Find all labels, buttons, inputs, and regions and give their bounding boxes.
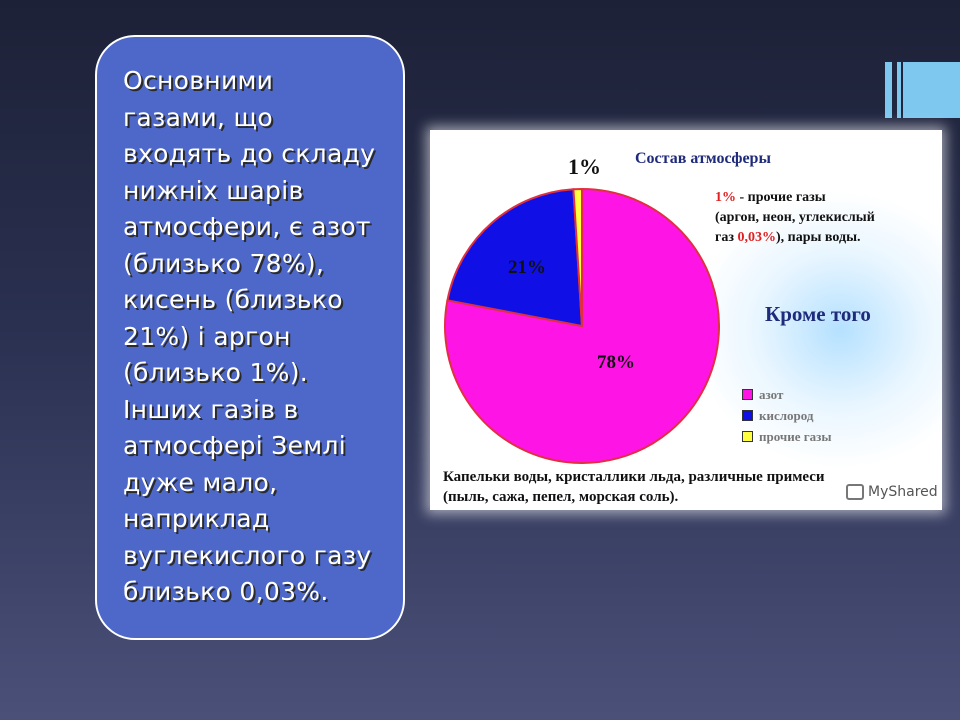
slice-label-other: 1% (568, 154, 601, 179)
note-line2: (аргон, неон, углекислый (715, 210, 875, 225)
decor-bar-wide (885, 62, 892, 118)
text-card: Основними газами, що входять до складу н… (95, 35, 405, 640)
pie-slice-oxygen (446, 188, 584, 328)
legend-item-other: прочие газы (742, 426, 832, 447)
atmosphere-chart: Состав атмосферы 1% 21% 78% 1% - прочие … (430, 130, 942, 510)
legend-label-oxygen: кислород (759, 407, 814, 423)
watermark: MyShared (846, 484, 938, 500)
other-gases-note: 1% - прочие газы (аргон, неон, углекислы… (715, 188, 875, 248)
slice-label-nitrogen: 78% (597, 352, 635, 373)
chart-caption: Капельки воды, кристаллики льда, различн… (443, 467, 825, 507)
legend-swatch-oxygen (742, 410, 753, 421)
watermark-text: MyShared (868, 484, 938, 500)
caption-line2: (пыль, сажа, пепел, морская соль). (443, 489, 679, 505)
legend-swatch-nitrogen (742, 389, 753, 400)
caption-line1: Капельки воды, кристаллики льда, различн… (443, 469, 825, 485)
description-text: Основними газами, що входять до складу н… (123, 66, 376, 606)
legend-label-nitrogen: азот (759, 386, 784, 402)
legend-item-nitrogen: азот (742, 384, 832, 405)
legend-label-other: прочие газы (759, 428, 832, 444)
note-line1: - прочие газы (736, 190, 826, 205)
chart-title: Состав атмосферы (635, 150, 771, 167)
presentation-icon (846, 484, 864, 500)
note-line3b: ), пары воды. (775, 230, 861, 245)
chart-glow (690, 190, 942, 470)
extra-heading: Кроме того (765, 302, 871, 326)
decor-square (903, 62, 960, 118)
note-co2-pct: 0,03% (737, 230, 776, 245)
pie-slice-other (572, 187, 583, 327)
note-pct: 1% (715, 190, 736, 205)
slice-label-oxygen: 21% (508, 257, 546, 278)
chart-legend: азот кислород прочие газы (742, 384, 832, 447)
decor-bar-thin (897, 62, 901, 118)
note-line3a: газ (715, 230, 738, 245)
legend-item-oxygen: кислород (742, 405, 832, 426)
pie-chart (444, 187, 720, 464)
legend-swatch-other (742, 431, 753, 442)
